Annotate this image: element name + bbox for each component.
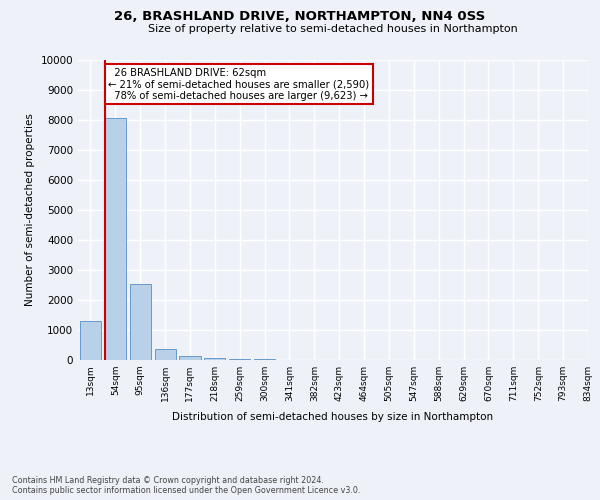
- Bar: [204, 358, 226, 360]
- X-axis label: Distribution of semi-detached houses by size in Northampton: Distribution of semi-detached houses by …: [172, 412, 494, 422]
- Text: Contains HM Land Registry data © Crown copyright and database right 2024.
Contai: Contains HM Land Registry data © Crown c…: [12, 476, 361, 495]
- Text: 26 BRASHLAND DRIVE: 62sqm
← 21% of semi-detached houses are smaller (2,590)
  78: 26 BRASHLAND DRIVE: 62sqm ← 21% of semi-…: [109, 68, 370, 100]
- Bar: [80, 321, 101, 360]
- Text: 26, BRASHLAND DRIVE, NORTHAMPTON, NN4 0SS: 26, BRASHLAND DRIVE, NORTHAMPTON, NN4 0S…: [115, 10, 485, 23]
- Bar: [229, 358, 250, 360]
- Bar: [179, 356, 200, 360]
- Bar: [155, 349, 176, 360]
- Bar: [130, 284, 151, 360]
- Bar: [105, 118, 126, 360]
- Bar: [254, 359, 275, 360]
- Y-axis label: Number of semi-detached properties: Number of semi-detached properties: [25, 114, 35, 306]
- Title: Size of property relative to semi-detached houses in Northampton: Size of property relative to semi-detach…: [148, 24, 518, 34]
